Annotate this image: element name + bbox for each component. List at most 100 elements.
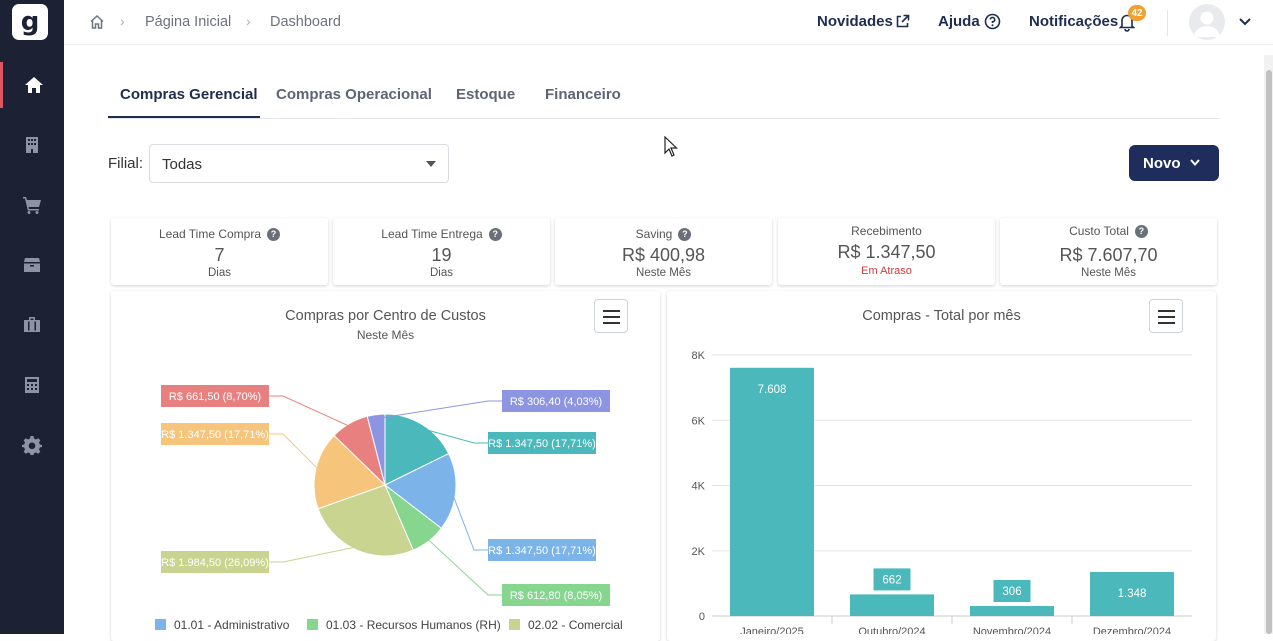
branch-filter-label: Filial: bbox=[108, 155, 144, 172]
pie-data-label: R$ 612,80 (8,05%) bbox=[510, 590, 602, 602]
tab-compras-gerencial[interactable]: Compras Gerencial bbox=[120, 86, 258, 103]
sidebar-item-settings[interactable] bbox=[0, 422, 64, 468]
pie-data-label-box bbox=[161, 385, 269, 407]
legend-item[interactable]: 01.01 - Administrativo bbox=[174, 618, 290, 632]
bar[interactable] bbox=[730, 367, 814, 616]
breadcrumb-home[interactable]: Página Inicial bbox=[145, 14, 232, 30]
y-tick-label: 2K bbox=[692, 546, 706, 558]
notifications-link[interactable]: Notificações bbox=[1029, 13, 1119, 30]
pie-label-connector bbox=[420, 427, 488, 444]
bar-data-label: 1.348 bbox=[1118, 588, 1147, 600]
pie-data-label: R$ 1.347,50 (17,71%) bbox=[488, 545, 596, 557]
external-link-icon[interactable] bbox=[895, 14, 910, 29]
pie-slice[interactable] bbox=[317, 484, 414, 557]
kpi-subtitle: Dias bbox=[429, 267, 453, 279]
pie-chart: R$ 1.347,50 (17,71%) R$ 1.347,50 (17,71%)… bbox=[155, 385, 623, 632]
sidebar-item-reports[interactable] bbox=[0, 362, 64, 408]
legend-item[interactable]: 02.02 - Comercial bbox=[528, 618, 623, 632]
tab-financeiro[interactable]: Financeiro bbox=[545, 86, 621, 103]
bar-data-label: 7.608 bbox=[758, 384, 787, 396]
active-tab-indicator bbox=[108, 116, 260, 118]
help-icon[interactable]: ? bbox=[1134, 225, 1148, 238]
top-bar bbox=[64, 0, 1273, 45]
help-icon[interactable]: ? bbox=[488, 228, 502, 241]
bar[interactable] bbox=[850, 594, 934, 616]
chart-subtitle: Neste Mês bbox=[356, 328, 415, 342]
new-button-label: Novo bbox=[1143, 154, 1181, 172]
x-tick-label: Janeiro/2025 bbox=[740, 626, 804, 634]
user-avatar-icon bbox=[1194, 11, 1220, 37]
pie-label-connector bbox=[376, 400, 502, 420]
kpi-value: R$ 7.607,70 bbox=[1059, 245, 1158, 265]
pie-data-label-box bbox=[488, 432, 596, 454]
kpi-value: 7 bbox=[214, 245, 225, 265]
tab-compras-operacional[interactable]: Compras Operacional bbox=[276, 86, 432, 103]
bar[interactable] bbox=[970, 606, 1054, 616]
pie-slice[interactable] bbox=[384, 413, 450, 486]
branch-select-value: Todas bbox=[162, 156, 203, 173]
avatar[interactable] bbox=[1189, 4, 1225, 40]
sidebar-item-company[interactable] bbox=[0, 122, 64, 168]
pie-slice[interactable] bbox=[313, 434, 386, 510]
bar-data-label-box bbox=[873, 568, 911, 591]
chevron-down-icon[interactable] bbox=[1238, 17, 1252, 27]
sidebar-item-home[interactable] bbox=[0, 62, 64, 108]
kpi-card-recebimento: Recebimento R$ 1.347,50 Em Atraso bbox=[778, 218, 995, 285]
sidebar-item-purchases[interactable] bbox=[0, 182, 64, 228]
tab-estoque[interactable]: Estoque bbox=[456, 86, 516, 103]
news-link[interactable]: Novidades bbox=[817, 13, 893, 30]
pie-data-label: R$ 306,40 (4,03%) bbox=[510, 396, 602, 408]
sidebar-item-finance[interactable] bbox=[0, 302, 64, 348]
chart-title: Compras - Total por mês bbox=[862, 308, 1021, 324]
bar-data-label-box bbox=[993, 580, 1031, 603]
cart-icon bbox=[23, 197, 41, 214]
home-icon[interactable] bbox=[89, 14, 105, 30]
chart-menu-button[interactable] bbox=[1149, 299, 1183, 333]
pie-label-connector bbox=[451, 491, 488, 551]
kpi-subtitle: Neste Mês bbox=[636, 267, 691, 279]
legend-swatch bbox=[155, 619, 166, 630]
kpi-card-custo-total: Custo Total? R$ 7.607,70 Neste Mês bbox=[1000, 218, 1217, 285]
help-icon[interactable]: ? bbox=[267, 228, 281, 241]
divider bbox=[1167, 10, 1168, 36]
gear-icon bbox=[22, 436, 42, 455]
notification-count-badge: 42 bbox=[1128, 5, 1146, 21]
chart-menu-button[interactable] bbox=[594, 299, 628, 333]
pie-data-label: R$ 1.347,50 (17,71%) bbox=[161, 429, 269, 441]
mouse-cursor-icon bbox=[664, 136, 678, 157]
branch-select[interactable]: Todas bbox=[149, 144, 449, 183]
pie-data-label-box bbox=[161, 551, 269, 573]
pie-slice[interactable] bbox=[384, 452, 457, 529]
sidebar-item-stock[interactable] bbox=[0, 242, 64, 288]
pie-slice[interactable] bbox=[366, 413, 386, 486]
bar[interactable] bbox=[1090, 572, 1174, 616]
y-tick-label: 4K bbox=[692, 481, 706, 493]
building-icon bbox=[26, 137, 38, 153]
kpi-title: Saving bbox=[635, 227, 673, 241]
bar-data-label: 306 bbox=[1002, 586, 1021, 598]
pie-label-connector bbox=[269, 545, 359, 563]
pie-data-label: R$ 1.984,50 (26,09%) bbox=[161, 557, 269, 569]
x-tick-label: Dezembro/2024 bbox=[1093, 626, 1171, 634]
pie-data-label-box bbox=[502, 390, 610, 412]
kpi-card-saving: Saving? R$ 400,98 Neste Mês bbox=[555, 218, 772, 285]
scrollbar-thumb[interactable] bbox=[1266, 70, 1272, 634]
legend-item[interactable]: 01.03 - Recursos Humanos (RH) bbox=[326, 618, 501, 632]
bar-chart: 0 2K 4K 6K 8K 7.608 Janeiro/2025 662 Outubro/202… bbox=[692, 350, 1192, 634]
pie-data-label-box bbox=[502, 584, 610, 606]
help-link[interactable]: Ajuda bbox=[938, 13, 980, 30]
calculator-icon bbox=[25, 377, 39, 393]
new-button[interactable]: Novo bbox=[1129, 145, 1219, 181]
help-icon[interactable]: ? bbox=[678, 228, 692, 241]
bar-data-label: 662 bbox=[882, 574, 901, 586]
pie-label-connector bbox=[269, 433, 320, 472]
help-circle-icon[interactable] bbox=[984, 13, 1001, 30]
x-tick-label: Novembro/2024 bbox=[973, 626, 1051, 634]
y-tick-label: 8K bbox=[692, 350, 706, 362]
pie-data-label: R$ 1.347,50 (17,71%) bbox=[488, 438, 596, 450]
kpi-title: Custo Total bbox=[1069, 224, 1129, 238]
y-tick-label: 0 bbox=[699, 611, 705, 623]
app-logo[interactable]: g bbox=[12, 4, 48, 40]
home-icon bbox=[24, 77, 43, 93]
kpi-card-lead-time-compra: Lead Time Compra? 7 Dias bbox=[111, 218, 328, 285]
